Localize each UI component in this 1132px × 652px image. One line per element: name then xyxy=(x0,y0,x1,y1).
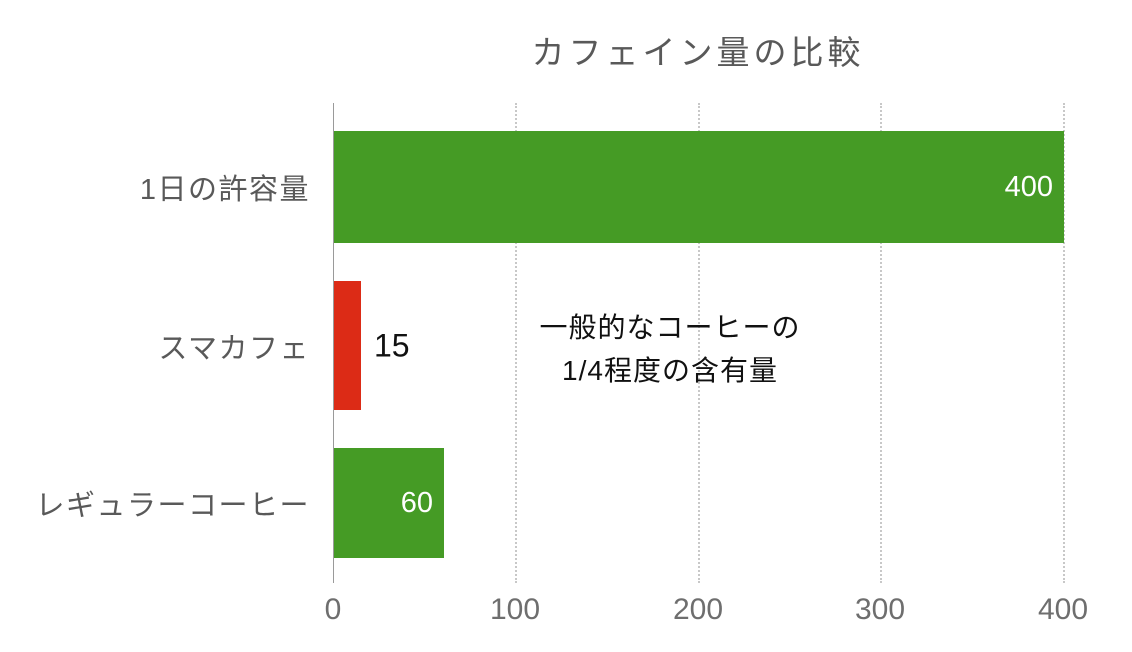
category-label-regular-coffee: レギュラーコーヒー xyxy=(35,490,310,522)
gridline-400 xyxy=(1063,103,1065,583)
gridline-300 xyxy=(880,103,882,583)
x-tick-200: 200 xyxy=(672,593,724,626)
bar-value-label: 15 xyxy=(374,327,410,363)
x-tick-0: 0 xyxy=(324,593,342,626)
bar-daily-allowance: 400 xyxy=(334,131,1064,243)
x-tick-300: 300 xyxy=(854,593,906,626)
annotation-line-2: 1/4程度の含有量 xyxy=(562,355,778,386)
category-label-daily-allowance: 1日の許容量 xyxy=(139,174,310,206)
plot-area: 400 15 60 xyxy=(333,103,1100,583)
category-label-sumacafe: スマカフェ xyxy=(158,332,310,365)
annotation-line-1: 一般的なコーヒーの xyxy=(539,312,801,343)
x-tick-100: 100 xyxy=(489,593,541,626)
x-tick-400: 400 xyxy=(1037,593,1089,626)
bar-value-label: 60 xyxy=(400,486,433,519)
bar-value-label: 400 xyxy=(1004,170,1053,203)
gridline-200 xyxy=(698,103,700,583)
gridline-100 xyxy=(515,103,517,583)
annotation-text: 一般的なコーヒーの 1/4程度の含有量 xyxy=(490,306,850,392)
bar-sumacafe: 15 xyxy=(334,281,410,410)
bar-regular-coffee: 60 xyxy=(334,448,444,558)
chart-title: カフェイン量の比較 xyxy=(531,34,865,71)
y-axis-line xyxy=(333,103,334,583)
